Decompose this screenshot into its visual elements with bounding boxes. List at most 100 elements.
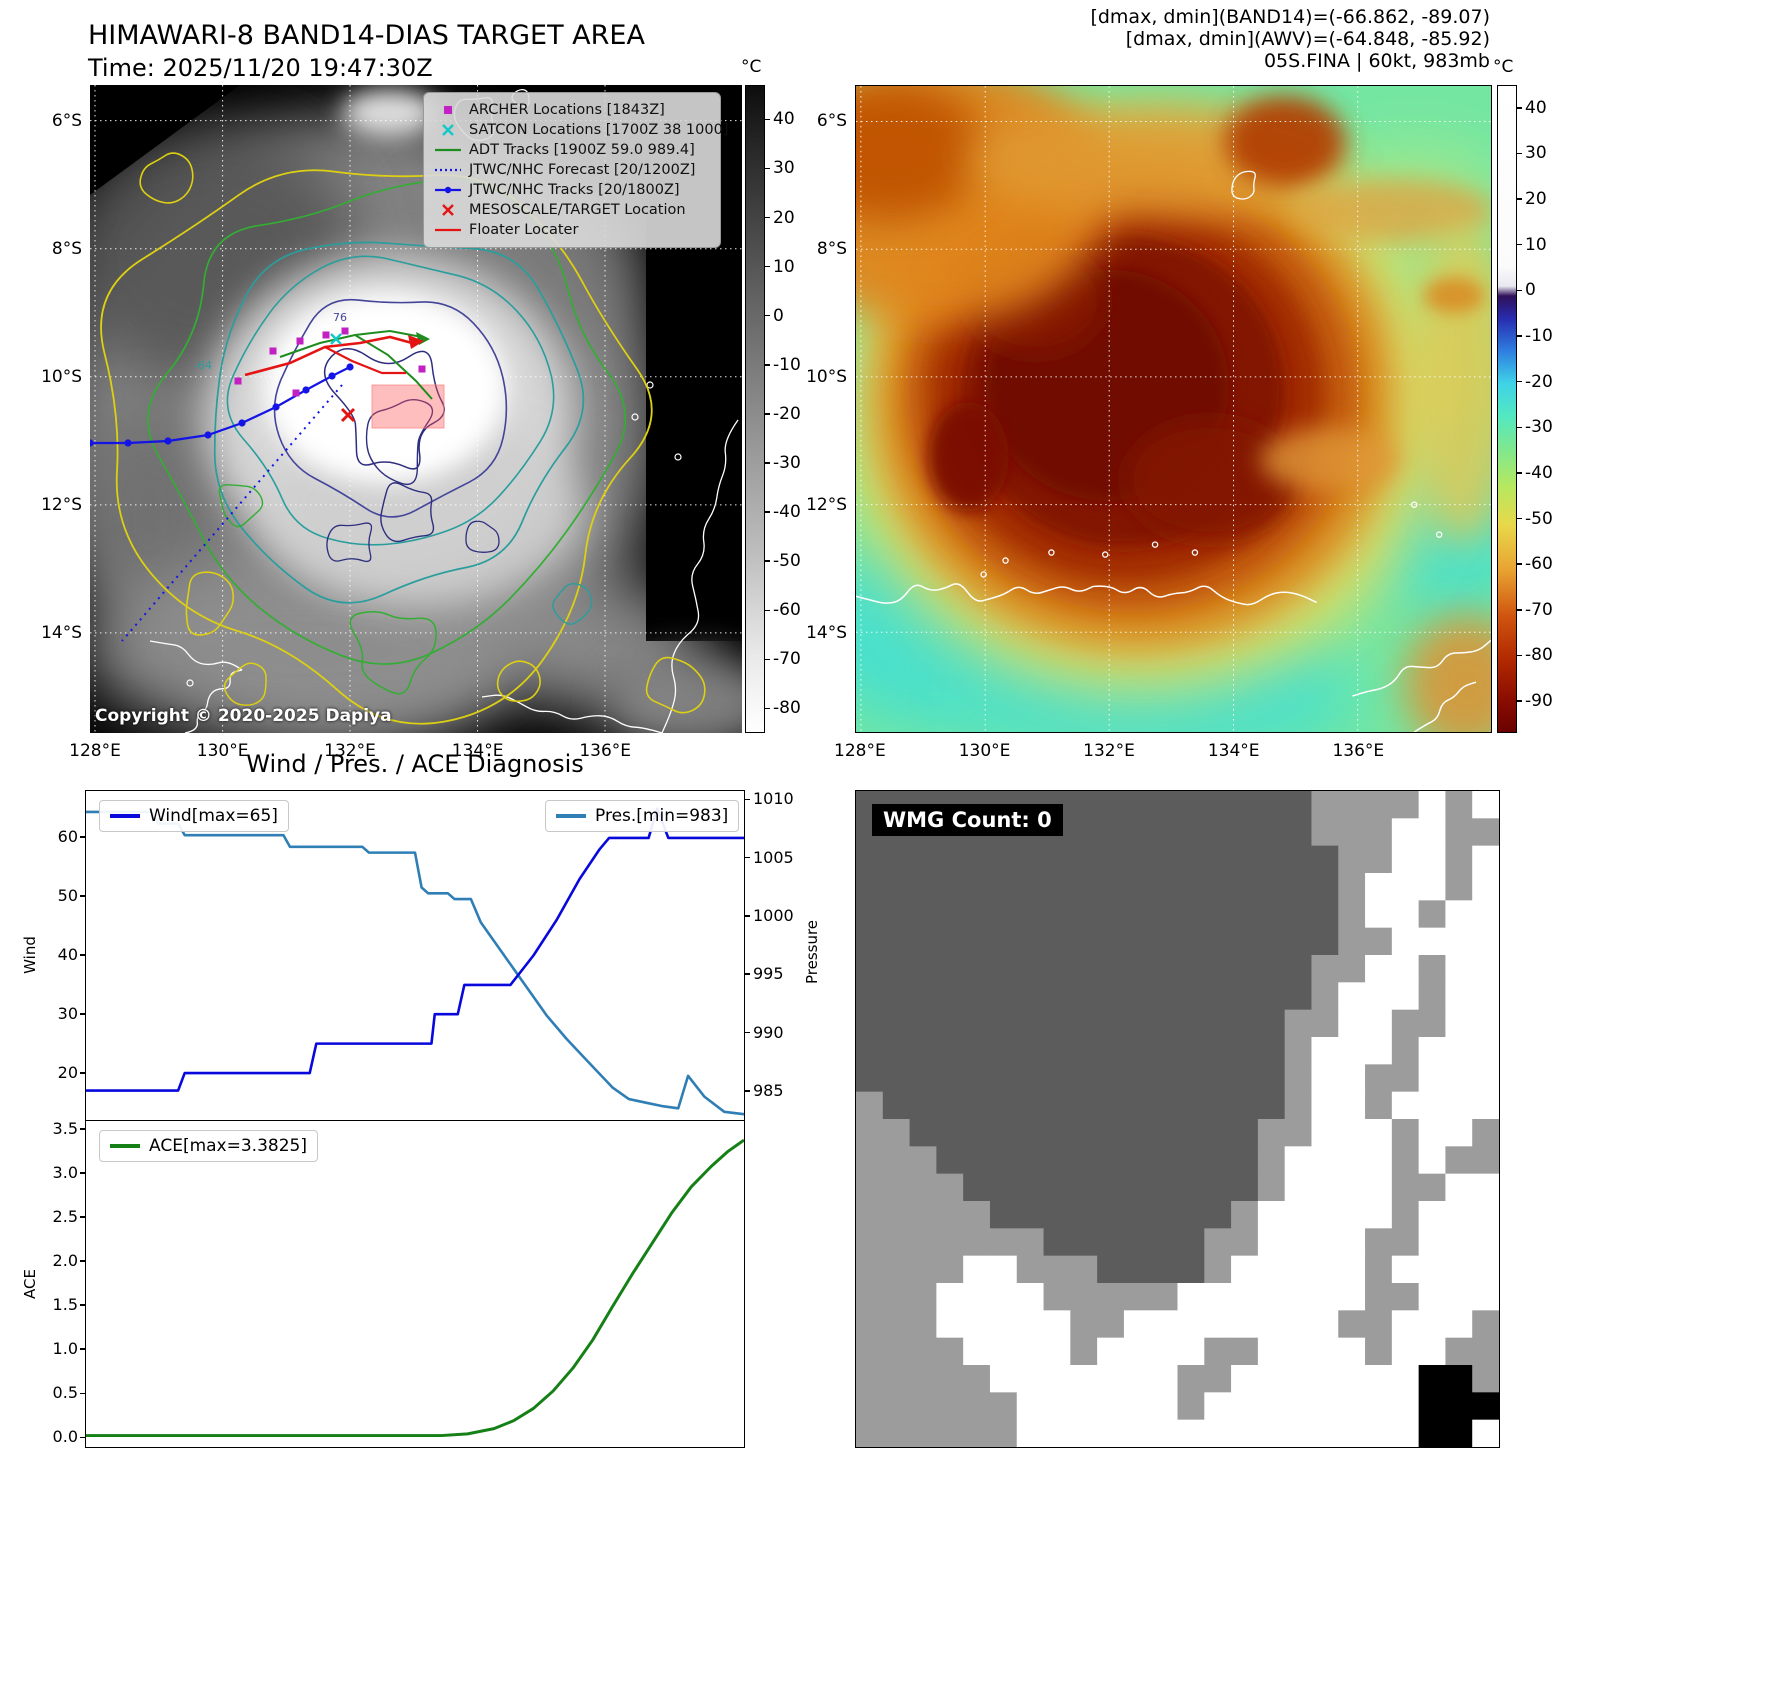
- legend-item: ADT Tracks [1900Z 59.0 989.4]: [433, 140, 711, 160]
- colorbar-tick-mark: [1517, 107, 1522, 109]
- svg-text:-64: -64: [194, 359, 212, 372]
- pressure-tick-label: 990: [753, 1022, 784, 1042]
- colorbar-tick-label: -80: [1525, 645, 1553, 666]
- lon-tick-label: 136°E: [579, 741, 632, 761]
- pressure-axis-label: Pressure: [803, 919, 821, 985]
- legend-item-label: SATCON Locations [1700Z 38 1000]: [469, 122, 729, 138]
- wmg-count-label: WMG Count: 0: [872, 804, 1063, 836]
- awv-colorbar-unit: °C: [1493, 57, 1514, 77]
- lat-tick-label: 14°S: [806, 622, 847, 643]
- colorbar-tick-label: -50: [773, 551, 801, 572]
- colorbar-tick-label: 20: [773, 207, 795, 228]
- lat-tick-label: 6°S: [816, 110, 847, 131]
- colorbar-tick-mark: [1517, 426, 1522, 428]
- colorbar-tick-label: -70: [1525, 599, 1553, 620]
- wind-pressure-chart: [85, 790, 745, 1120]
- lat-tick-label: 10°S: [41, 366, 82, 387]
- tick-mark: [80, 954, 85, 956]
- tick-mark: [80, 1436, 85, 1439]
- colorbar-tick-label: 10: [773, 256, 795, 277]
- colorbar-tick-mark: [1517, 563, 1522, 565]
- x-marker-icon: [442, 204, 454, 216]
- colorbar-tick-label: 30: [773, 158, 795, 179]
- annotation-storm-status: 05S.FINA | 60kt, 983mb: [1263, 50, 1490, 72]
- lon-tick-label: 132°E: [324, 741, 376, 761]
- pressure-tick-label: 1000: [753, 905, 794, 925]
- wmg-count-panel: WMG Count: 0: [855, 790, 1500, 1448]
- colorbar-tick-mark: [765, 658, 770, 661]
- colorbar-tick-label: -40: [773, 502, 801, 523]
- annotation-awv: [dmax, dmin](AWV)=(-64.848, -85.92): [1125, 28, 1490, 50]
- pressure-tick-label: 995: [753, 964, 784, 984]
- colorbar-tick-label: -50: [1525, 508, 1553, 529]
- colorbar-tick-mark: [1517, 517, 1522, 520]
- colorbar-tick-label: -30: [1525, 417, 1553, 438]
- wmg-grid: [856, 791, 1499, 1447]
- colorbar-tick-label: 0: [773, 305, 784, 326]
- wind-tick-label: 30: [57, 1003, 78, 1023]
- colorbar-tick-label: 40: [773, 109, 795, 130]
- ace-tick-label: 1.5: [52, 1295, 78, 1315]
- timestamp: Time: 2025/11/20 19:47:30Z: [88, 54, 433, 82]
- tick-mark: [80, 1216, 85, 1218]
- line-marker-icon: [435, 148, 461, 152]
- colorbar-tick-mark: [765, 265, 770, 268]
- lat-tick-label: 14°S: [41, 622, 82, 643]
- ace-legend-label: ACE[max=3.3825]: [149, 1136, 307, 1156]
- legend-item: MESOSCALE/TARGET Location: [433, 200, 711, 220]
- legend-item-label: MESOSCALE/TARGET Location: [469, 202, 686, 218]
- ace-chart: [85, 1120, 745, 1448]
- colorbar-tick-label: 20: [1525, 189, 1547, 210]
- colorbar-tick-label: 40: [1525, 97, 1547, 118]
- ace-tick-label: 3.5: [52, 1118, 78, 1138]
- tick-mark: [745, 1090, 750, 1092]
- colorbar-tick-mark: [1517, 243, 1522, 246]
- wind-legend-label: Wind[max=65]: [149, 806, 278, 826]
- legend-item-label: ARCHER Locations [1843Z]: [469, 102, 665, 118]
- lon-tick-label: 128°E: [834, 741, 886, 761]
- tick-mark: [80, 1013, 85, 1015]
- colorbar-tick-label: -20: [1525, 371, 1553, 392]
- pressure-legend-label: Pres.[min=983]: [595, 806, 729, 826]
- ace-tick-label: 0.5: [52, 1383, 78, 1403]
- legend-item: ARCHER Locations [1843Z]: [433, 100, 711, 120]
- colorbar-tick-mark: [765, 511, 770, 513]
- awv-map-canvas: [856, 86, 1491, 732]
- colorbar-tick-label: -70: [773, 649, 801, 670]
- tick-mark: [745, 915, 750, 917]
- colorbar-tick-label: -20: [773, 403, 801, 424]
- colorbar-tick-mark: [765, 118, 770, 121]
- legend-item: JTWC/NHC Tracks [20/1800Z]: [433, 180, 711, 200]
- colorbar-tick-label: -80: [773, 698, 801, 719]
- colorbar-tick-mark: [765, 314, 770, 317]
- lon-tick-label: 136°E: [1332, 741, 1385, 761]
- dotted-marker-icon: [435, 168, 461, 172]
- lon-tick-label: 130°E: [958, 741, 1011, 761]
- colorbar-tick-label: -30: [773, 453, 801, 473]
- colorbar-tick-mark: [765, 707, 770, 710]
- map-legend: ARCHER Locations [1843Z] SATCON Locations…: [423, 92, 728, 248]
- colorbar-tick-mark: [765, 609, 770, 612]
- ace-tick-label: 3.0: [52, 1162, 78, 1182]
- band14-colorbar: [745, 85, 765, 733]
- colorbar-tick-label: -60: [1525, 554, 1553, 575]
- lon-tick-label: 128°E: [69, 741, 121, 761]
- lon-tick-label: 130°E: [196, 741, 249, 761]
- colorbar-tick-mark: [1517, 609, 1522, 611]
- svg-text:76: 76: [333, 311, 347, 324]
- colorbar-tick-mark: [1517, 700, 1522, 702]
- lon-tick-label: 134°E: [451, 741, 504, 761]
- tick-mark: [80, 1348, 85, 1350]
- wind-legend-sample: [110, 814, 140, 818]
- ace-tick-label: 1.0: [52, 1339, 78, 1359]
- tick-mark: [80, 836, 85, 838]
- lat-tick-label: 12°S: [806, 494, 847, 515]
- colorbar-tick-mark: [765, 216, 770, 219]
- lon-tick-label: 132°E: [1083, 741, 1135, 761]
- colorbar-tick-mark: [1517, 380, 1522, 383]
- tick-mark: [80, 1172, 85, 1174]
- wind-tick-label: 50: [57, 886, 78, 906]
- colorbar-tick-mark: [1517, 152, 1522, 155]
- pressure-legend-sample: [556, 814, 586, 818]
- colorbar-tick-mark: [765, 364, 770, 366]
